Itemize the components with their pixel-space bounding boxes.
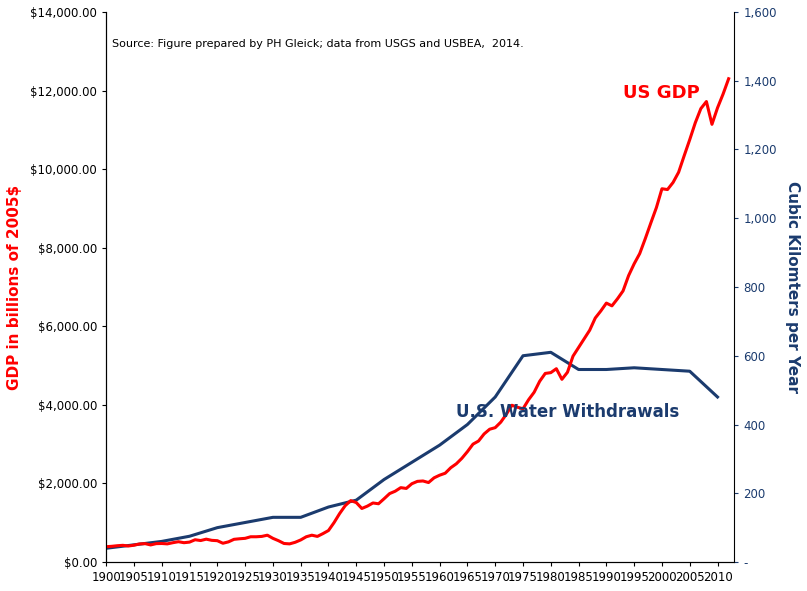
Text: US GDP: US GDP	[623, 85, 700, 102]
Text: Source: Figure prepared by PH Gleick; data from USGS and USBEA,  2014.: Source: Figure prepared by PH Gleick; da…	[112, 40, 525, 50]
Text: U.S. Water Withdrawals: U.S. Water Withdrawals	[456, 402, 679, 421]
Y-axis label: GDP in billions of 2005$: GDP in billions of 2005$	[7, 184, 22, 389]
Y-axis label: Cubic Kilomters per Year: Cubic Kilomters per Year	[785, 181, 800, 393]
